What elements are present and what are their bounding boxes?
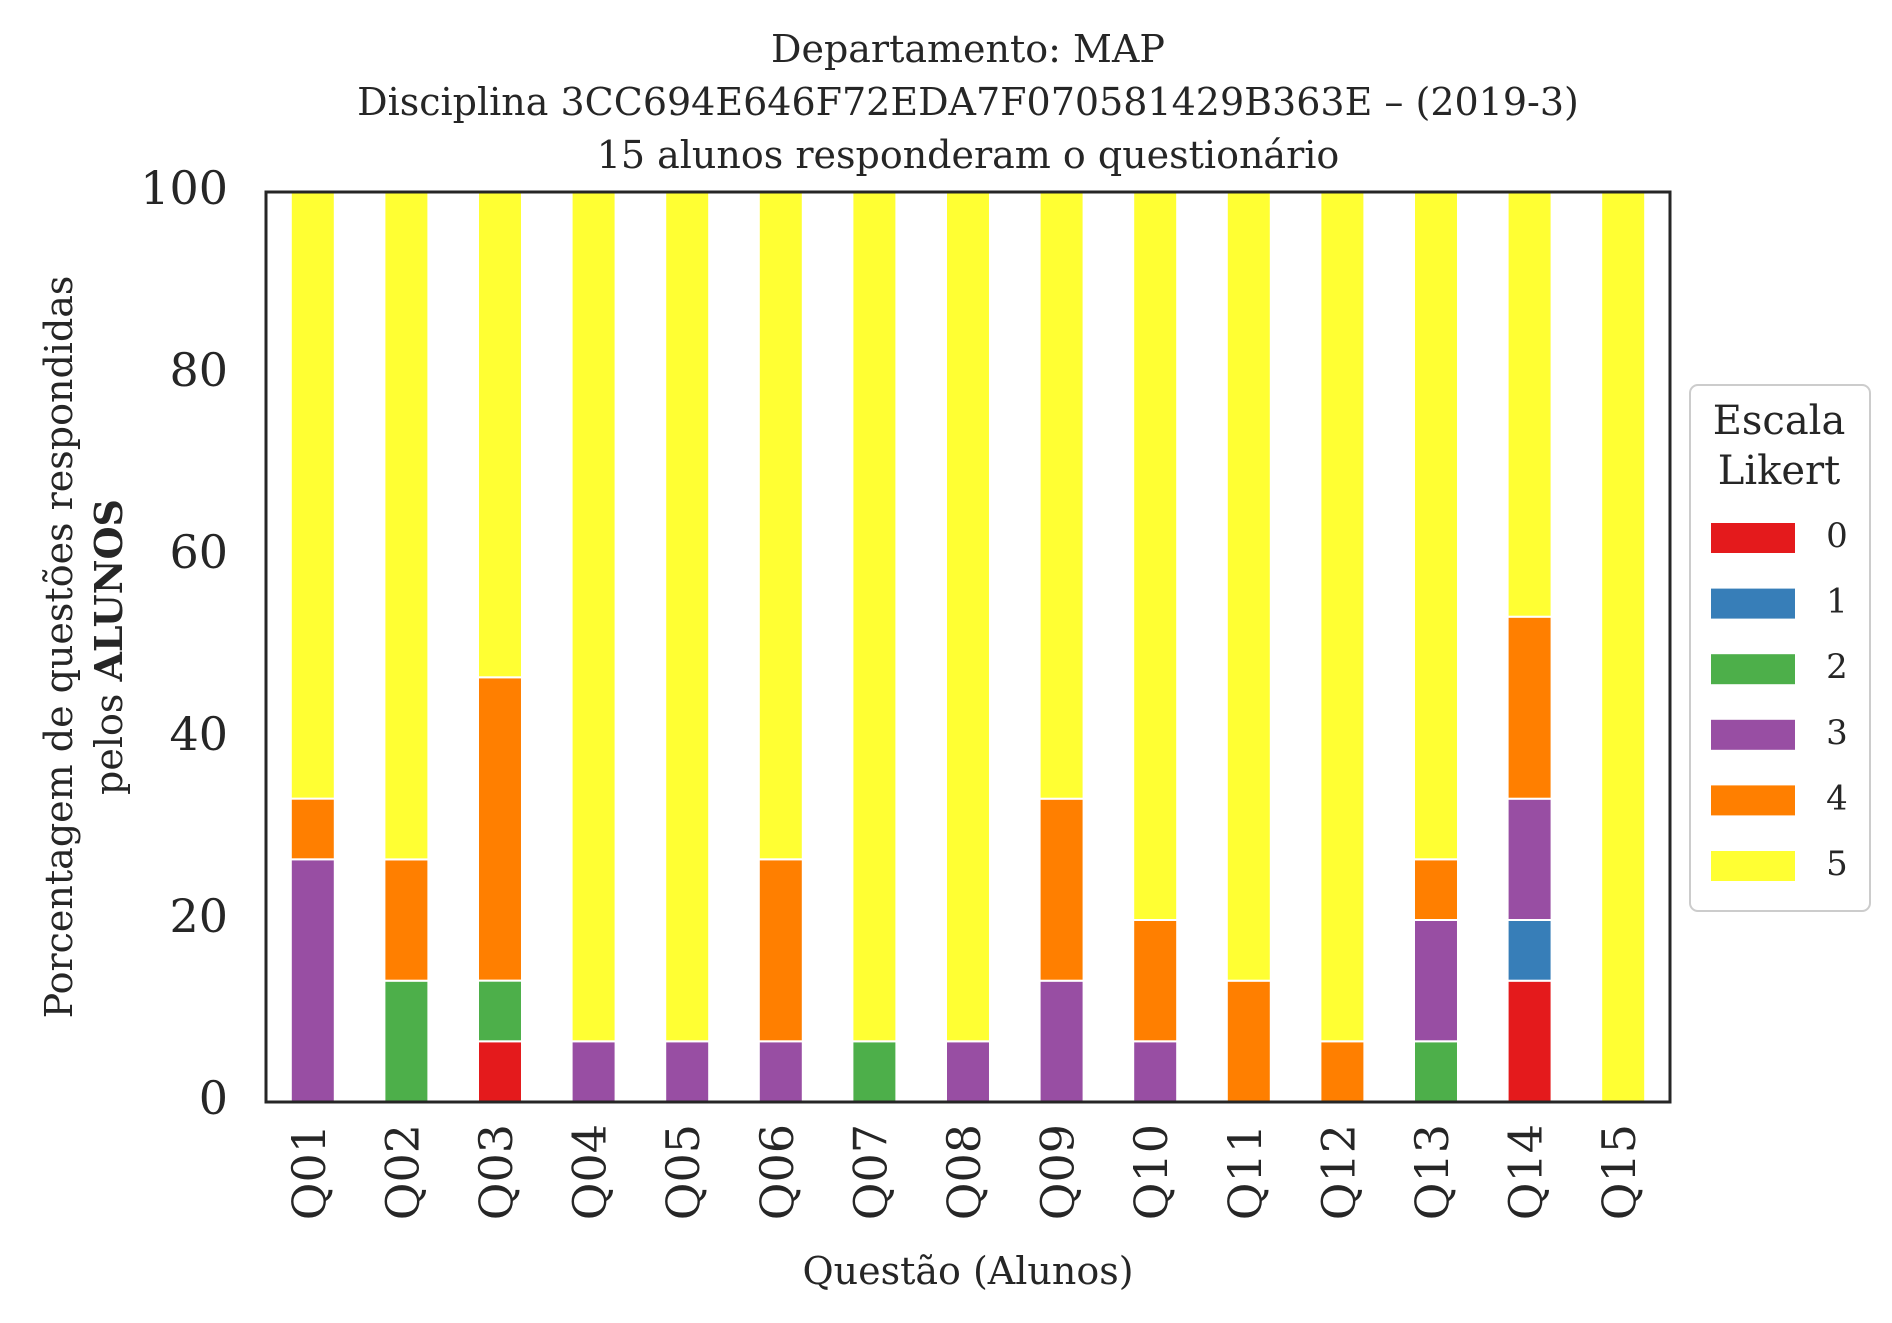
bar-Q08-level-3: [945, 1040, 991, 1104]
y-tick-label-20: 20: [169, 889, 228, 943]
bar-Q06-level-5: [757, 191, 804, 861]
y-tick-label-100: 100: [140, 161, 228, 215]
x-tick-label-Q07: Q07: [843, 1124, 897, 1220]
y-axis-label-bold: ALUNOS: [86, 499, 131, 683]
bar-Q06-level-3: [757, 1040, 804, 1104]
legend-label-3: 3: [1826, 713, 1848, 753]
legend-title-line-2: Likert: [1718, 448, 1840, 494]
bar-Q03-level-4: [477, 676, 523, 982]
bar-Q11-level-5: [1225, 191, 1272, 982]
legend-swatch-5: [1711, 851, 1795, 881]
bar-Q10-level-4: [1132, 919, 1179, 1043]
bar-Q09-level-5: [1038, 191, 1085, 800]
bar-Q10-level-3: [1132, 1040, 1179, 1104]
chart-title: Departamento: MAP Disciplina 3CC694E646F…: [357, 27, 1579, 177]
x-tick-label-Q01: Q01: [282, 1124, 336, 1220]
legend-box: [1689, 384, 1871, 912]
legend-label-2: 2: [1826, 647, 1848, 687]
bar-Q12-level-4: [1319, 1040, 1366, 1104]
x-tick-label-Q05: Q05: [656, 1124, 710, 1220]
x-axis-label: Questão (Alunos): [802, 1249, 1133, 1293]
bar-Q14-level-0: [1506, 979, 1553, 1104]
plot-area-frame: [264, 190, 1672, 1104]
y-axis-label-pelos: pelos: [87, 694, 131, 795]
legend-swatch-2: [1711, 654, 1795, 685]
legend-swatch-0: [1711, 523, 1795, 553]
bar-Q06-level-4: [757, 858, 804, 1043]
bar-Q02-level-5: [383, 191, 430, 861]
legend-swatch-4: [1711, 785, 1795, 816]
legend-label-4: 4: [1826, 778, 1848, 818]
x-tick-label-Q15: Q15: [1592, 1124, 1646, 1220]
legend-label-5: 5: [1826, 844, 1848, 884]
bar-Q14-level-4: [1506, 615, 1553, 800]
x-tick-label-Q14: Q14: [1499, 1124, 1553, 1220]
y-axis-label-line-1: Porcentagem de questões respondidas: [37, 276, 81, 1019]
bar-Q01-level-4: [289, 797, 336, 861]
title-line-2: Disciplina 3CC694E646F72EDA7F070581429B3…: [357, 80, 1579, 124]
title-line-1: Departamento: MAP: [771, 27, 1165, 71]
x-tick-label-Q09: Q09: [1031, 1124, 1085, 1220]
legend-swatch-3: [1711, 719, 1795, 750]
bar-Q07-level-2: [851, 1040, 898, 1104]
bar-Q14-level-1: [1506, 919, 1553, 982]
legend-swatch-1: [1711, 588, 1795, 619]
y-tick-label-80: 80: [169, 343, 228, 397]
bar-Q04-level-3: [570, 1040, 617, 1104]
bar-Q07-level-5: [851, 191, 898, 1043]
bar-Q09-level-4: [1038, 797, 1085, 982]
bar-Q11-level-4: [1225, 979, 1272, 1104]
x-tick-label-Q12: Q12: [1311, 1124, 1365, 1220]
x-tick-label-Q13: Q13: [1405, 1124, 1459, 1220]
legend-title-line-1: Escala: [1713, 398, 1846, 444]
bar-Q01-level-5: [289, 190, 336, 800]
x-axis-ticks: Q01 Q02 Q03 Q04 Q05 Q06 Q07 Q08 Q09 Q10 Q11 Q12 Q13 Q…: [282, 1124, 1646, 1220]
x-tick-label-Q11: Q11: [1218, 1124, 1272, 1220]
bar-Q01-level-3: [289, 858, 336, 1103]
bar-Q05-level-3: [664, 1040, 711, 1104]
y-axis-label-line-2: pelos ALUNOS: [86, 499, 131, 795]
bar-Q13-level-3: [1413, 919, 1459, 1043]
bars: [289, 190, 1647, 1104]
bar-Q14-level-3: [1506, 797, 1553, 922]
bar-Q03-level-0: [477, 1040, 523, 1104]
bar-Q05-level-5: [664, 191, 711, 1043]
y-tick-label-60: 60: [169, 525, 228, 579]
x-tick-label-Q03: Q03: [469, 1124, 523, 1220]
y-tick-label-0: 0: [199, 1071, 228, 1125]
bar-Q08-level-5: [945, 191, 991, 1043]
x-tick-label-Q08: Q08: [937, 1124, 991, 1220]
bar-Q09-level-3: [1038, 979, 1085, 1104]
bar-Q03-level-5: [477, 191, 523, 679]
bar-Q14-level-5: [1506, 191, 1553, 618]
y-axis-ticks: 0 20 40 60 80 100: [140, 161, 228, 1125]
y-tick-label-40: 40: [169, 707, 228, 761]
legend-label-1: 1: [1826, 582, 1848, 622]
bar-Q12-level-5: [1319, 191, 1366, 1043]
bar-Q04-level-5: [570, 191, 617, 1043]
bar-Q03-level-2: [477, 979, 523, 1043]
bar-Q15-level-5: [1600, 191, 1647, 1103]
legend: Escala Likert 0 1 2 3 4 5: [1689, 384, 1871, 912]
legend-items: 0 1 2 3 4 5: [1711, 516, 1848, 884]
bar-Q02-level-2: [383, 979, 430, 1104]
bar-Q02-level-4: [383, 858, 430, 982]
x-tick-label-Q02: Q02: [375, 1124, 429, 1220]
bar-Q13-level-5: [1413, 191, 1459, 861]
x-tick-label-Q04: Q04: [563, 1124, 617, 1220]
legend-label-0: 0: [1826, 516, 1848, 556]
y-axis-label: Porcentagem de questões respondidas pelo…: [37, 276, 131, 1019]
x-tick-label-Q06: Q06: [750, 1124, 804, 1220]
bar-Q13-level-2: [1413, 1040, 1459, 1104]
x-tick-label-Q10: Q10: [1124, 1124, 1178, 1220]
title-line-3: 15 alunos responderam o questionário: [597, 133, 1340, 177]
bar-Q10-level-5: [1132, 191, 1179, 921]
bar-Q13-level-4: [1413, 858, 1459, 921]
